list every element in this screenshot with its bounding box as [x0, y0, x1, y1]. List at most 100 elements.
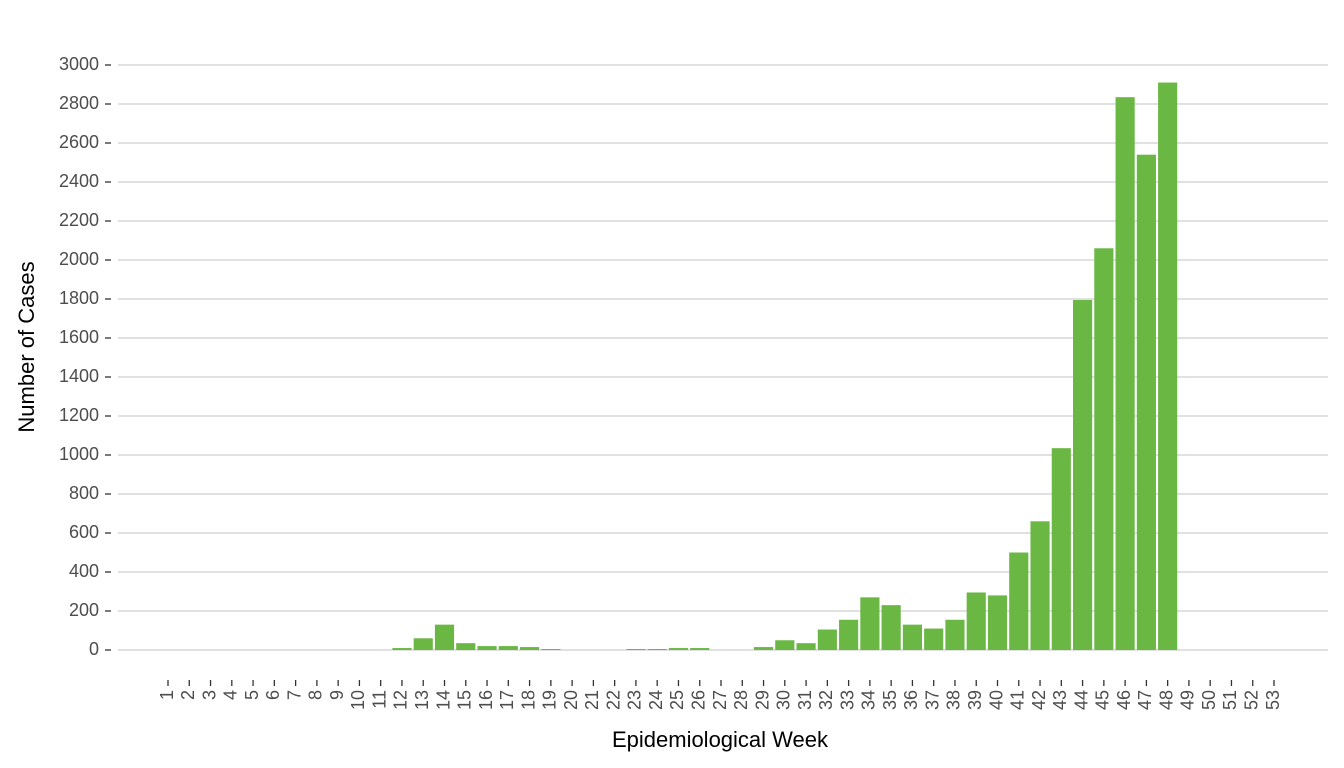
y-tick-label: 600 [69, 522, 99, 542]
bar [626, 649, 646, 650]
x-tick-label: 8 [306, 690, 326, 700]
x-tick-label: 41 [1008, 690, 1028, 710]
x-tick-label: 1 [157, 690, 177, 700]
x-tick-label: 28 [731, 690, 751, 710]
bar [498, 646, 518, 650]
bar [1051, 448, 1071, 650]
x-tick-label: 30 [774, 690, 794, 710]
x-tick-label: 17 [497, 690, 517, 710]
x-tick-label: 43 [1050, 690, 1070, 710]
x-axis-title: Epidemiological Week [612, 727, 829, 752]
x-tick-label: 24 [646, 690, 666, 710]
y-tick-label: 1400 [59, 366, 99, 386]
x-tick-label: 51 [1220, 690, 1240, 710]
y-tick-label: 1200 [59, 405, 99, 425]
bar [817, 629, 837, 650]
y-tick-label: 2600 [59, 132, 99, 152]
x-tick-label: 40 [986, 690, 1006, 710]
x-tick-label: 34 [859, 690, 879, 710]
x-tick-label: 46 [1114, 690, 1134, 710]
x-tick-label: 4 [221, 690, 241, 700]
bar [690, 648, 710, 650]
bar [839, 619, 859, 650]
y-tick-label: 200 [69, 600, 99, 620]
bar [456, 643, 476, 650]
bar [1030, 521, 1050, 650]
bar [945, 619, 965, 650]
x-tick-label: 36 [901, 690, 921, 710]
y-tick-label: 2800 [59, 93, 99, 113]
x-tick-label: 25 [667, 690, 687, 710]
x-tick-label: 10 [348, 690, 368, 710]
x-tick-label: 3 [199, 690, 219, 700]
y-tick-label: 1600 [59, 327, 99, 347]
bar [1136, 154, 1156, 650]
x-tick-label: 12 [391, 690, 411, 710]
x-tick-label: 37 [922, 690, 942, 710]
x-tick-label: 18 [518, 690, 538, 710]
x-tick-label: 35 [880, 690, 900, 710]
x-tick-label: 52 [1241, 690, 1261, 710]
x-tick-label: 39 [965, 690, 985, 710]
bar [966, 592, 986, 650]
bar [541, 649, 561, 650]
bar [1073, 299, 1093, 650]
x-tick-label: 19 [540, 690, 560, 710]
x-tick-label: 11 [369, 690, 389, 709]
bar [647, 649, 667, 650]
x-tick-label: 33 [837, 690, 857, 710]
x-tick-label: 21 [582, 690, 602, 710]
x-tick-label: 5 [242, 690, 262, 700]
y-tick-label: 3000 [59, 54, 99, 74]
x-tick-label: 29 [752, 690, 772, 710]
x-tick-label: 48 [1156, 690, 1176, 710]
x-tick-label: 16 [476, 690, 496, 710]
x-tick-label: 2 [178, 690, 198, 700]
bar [413, 638, 433, 650]
x-tick-label: 53 [1263, 690, 1283, 710]
bar [753, 647, 774, 650]
x-tick-label: 47 [1135, 690, 1155, 710]
bar [392, 648, 412, 650]
x-tick-label: 22 [603, 690, 623, 710]
x-tick-label: 15 [455, 690, 475, 710]
bar [1115, 97, 1135, 651]
x-tick-label: 38 [944, 690, 964, 710]
bar [477, 646, 497, 650]
x-tick-label: 42 [1029, 690, 1049, 710]
x-tick-label: 6 [263, 690, 283, 700]
bar [924, 628, 944, 650]
bar [881, 605, 901, 650]
bar [796, 643, 816, 650]
x-tick-label: 49 [1178, 690, 1198, 710]
x-tick-label: 27 [710, 690, 730, 710]
x-tick-label: 31 [795, 690, 815, 710]
x-tick-label: 50 [1199, 690, 1219, 710]
x-tick-label: 32 [816, 690, 836, 710]
bar [902, 624, 922, 650]
x-tick-label: 7 [284, 690, 304, 700]
bar [1094, 248, 1114, 651]
bar [987, 595, 1008, 650]
bar [860, 597, 880, 650]
y-tick-label: 1800 [59, 288, 99, 308]
x-tick-label: 26 [688, 690, 708, 710]
x-tick-label: 9 [327, 690, 347, 700]
x-tick-label: 23 [625, 690, 645, 710]
y-tick-label: 2000 [59, 249, 99, 269]
bar [520, 647, 540, 650]
y-tick-label: 0 [89, 639, 99, 659]
bar [668, 648, 689, 650]
x-tick-label: 20 [561, 690, 581, 710]
y-tick-label: 400 [69, 561, 99, 581]
y-tick-label: 800 [69, 483, 99, 503]
x-tick-label: 45 [1093, 690, 1113, 710]
x-tick-label: 44 [1071, 690, 1091, 710]
bar [775, 640, 795, 650]
y-tick-label: 1000 [59, 444, 99, 464]
bar [1009, 552, 1029, 650]
x-tick-label: 13 [412, 690, 432, 710]
y-tick-label: 2200 [59, 210, 99, 230]
